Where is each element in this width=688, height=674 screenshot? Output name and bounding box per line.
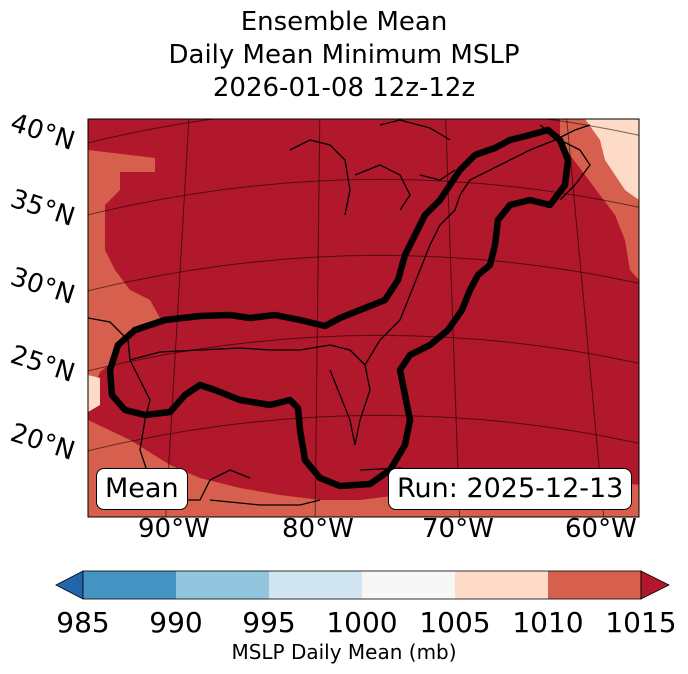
colorbar-segment (362, 571, 455, 599)
map-area (88, 119, 639, 517)
colorbar-tick-990: 990 (149, 606, 203, 639)
colorbar-extend-low (55, 570, 84, 600)
run-date-badge: Run: 2025-12-13 (388, 468, 633, 510)
colorbar-segment (83, 571, 176, 599)
colorbar-extend-high (640, 570, 670, 600)
lon-label-60w: 60°W (565, 514, 637, 544)
colorbar-tick-1010: 1010 (512, 606, 584, 639)
map-frame (87, 118, 640, 518)
colorbar-label: MSLP Daily Mean (mb) (231, 640, 457, 664)
mean-badge: Mean (96, 468, 188, 510)
colorbar-tick-1000: 1000 (326, 606, 398, 639)
title-line-2: Daily Mean Minimum MSLP (168, 40, 520, 70)
contour-1015 (106, 126, 572, 490)
colorbar-segment (548, 571, 641, 599)
colorbar-segment (269, 571, 362, 599)
colorbar-tick-995: 995 (242, 606, 296, 639)
field-1000-1005-west (88, 375, 100, 412)
colorbar-segment (176, 571, 269, 599)
colorbar-segment (455, 571, 548, 599)
colorbar-tick-985: 985 (56, 606, 110, 639)
field-1000-1005-northeast (585, 119, 639, 200)
title-line-3: 2026-01-08 12z-12z (212, 73, 476, 103)
lon-label-80w: 80°W (282, 514, 354, 544)
colorbar-tick-1015: 1015 (605, 606, 677, 639)
graticule (88, 119, 639, 517)
colorbar-tick-1005: 1005 (419, 606, 491, 639)
colorbar (55, 570, 670, 600)
lon-label-90w: 90°W (138, 514, 210, 544)
title-line-1: Ensemble Mean (240, 7, 448, 37)
lon-label-70w: 70°W (422, 514, 494, 544)
field-1005-1010-west (88, 150, 160, 390)
colorbar-frame (82, 570, 642, 600)
